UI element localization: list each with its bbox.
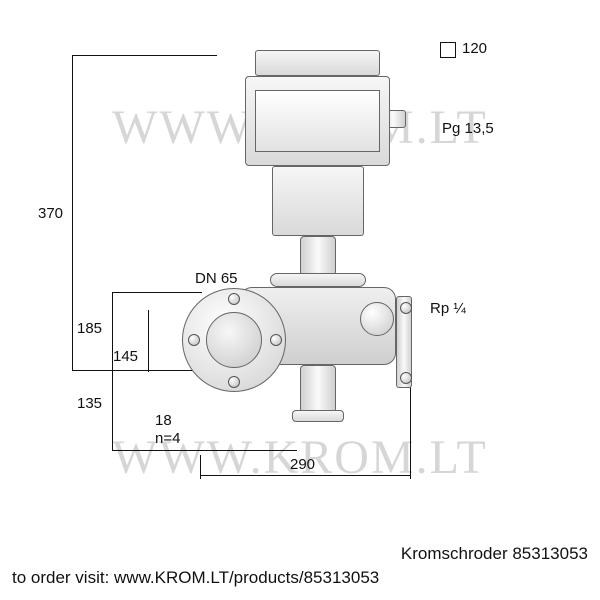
dimline-135 [112,370,113,450]
dimline-370 [72,55,73,370]
extline-370-top [72,55,217,56]
flange-bolt [400,302,412,314]
left-flange-bore [206,312,262,368]
footer-order: to order visit: www.KROM.LT/products/853… [12,568,379,588]
actuator-cap [255,50,380,76]
dim-370: 370 [38,205,63,222]
flange-hole [270,334,282,346]
dim-185: 185 [77,320,102,337]
diagram-stage: WWW.KROM.LT WWW.KROM.LT 120 Pg 13,5 Rp ¼… [0,0,600,600]
side-port [360,302,394,336]
extline-185-top [112,292,202,293]
dim-hole-n: n=4 [155,430,180,447]
valve-stem [300,236,336,276]
flange-bolt [400,372,412,384]
dim-145: 145 [113,348,138,365]
dim-135: 135 [77,395,102,412]
flange-hole [228,293,240,305]
flange-hole [228,376,240,388]
bonnet-disc [270,273,366,287]
dim-hole-d: 18 [155,412,172,429]
solenoid-block [272,166,364,236]
dim-square-120: 120 [462,40,487,57]
flange-hole [188,334,200,346]
bottom-stem [300,365,336,413]
footer-brand: Kromschroder 85313053 [401,544,588,564]
valve-drawing [200,50,460,480]
dimline-145 [148,310,149,372]
actuator-plate [255,90,380,152]
bottom-cap [292,410,344,422]
